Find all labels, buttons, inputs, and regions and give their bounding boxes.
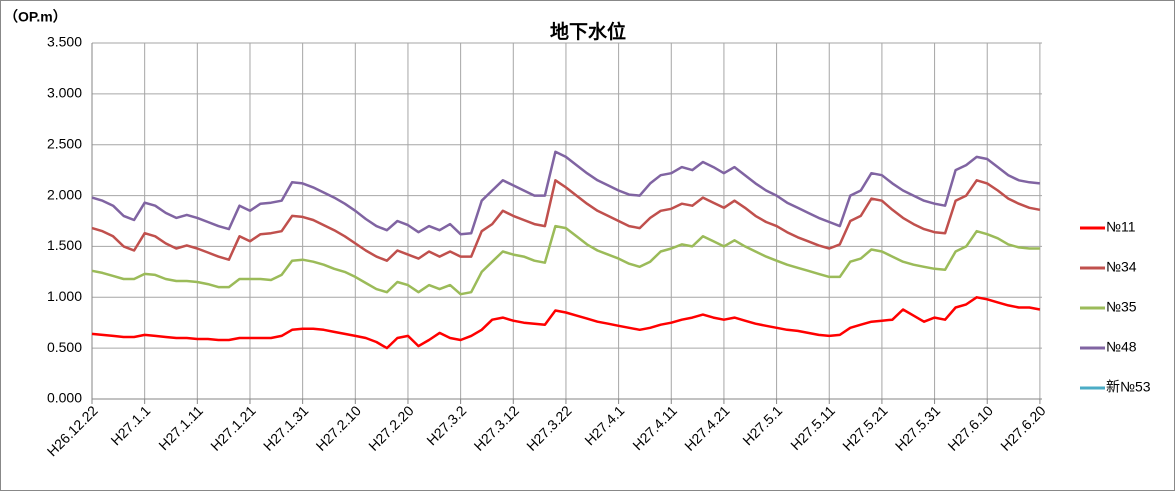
y-tick-label: 3.500 [47, 34, 82, 50]
y-tick-label: 2.000 [47, 186, 82, 202]
series-line [91, 179, 1041, 262]
legend-label: №48 [1106, 339, 1137, 355]
chart-title: 地下水位 [550, 20, 626, 43]
legend-label: №11 [1106, 219, 1136, 235]
y-tick-label: 1.000 [47, 288, 82, 304]
series-line [91, 224, 1040, 296]
y-tick-label: 1.500 [47, 237, 82, 253]
legend-label: 新№53 [1106, 379, 1151, 395]
series-line [91, 296, 1041, 350]
y-tick-label: 3.000 [47, 85, 82, 101]
series-line [91, 150, 1041, 236]
legend-label: №35 [1106, 299, 1137, 315]
y-tick-label: 0.000 [47, 390, 82, 406]
y-axis-label: （OP.m） [4, 9, 67, 25]
y-tick-label: 2.500 [47, 135, 82, 151]
y-tick-label: 0.500 [47, 339, 82, 355]
legend-label: №34 [1106, 259, 1137, 275]
